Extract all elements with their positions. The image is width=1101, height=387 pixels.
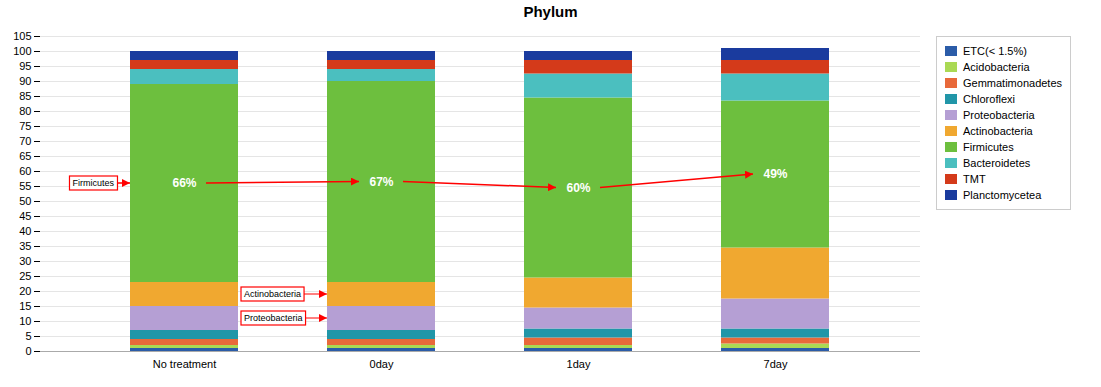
html-text:ETC(< 1.5%): ETC(< 1.5%): [963, 45, 1027, 57]
svg-text:No treatment: No treatment: [153, 358, 217, 370]
svg-text:Actinobacteria: Actinobacteria: [244, 289, 301, 299]
svg-text:55: 55: [19, 180, 31, 192]
svg-text:60: 60: [19, 165, 31, 177]
html-text:TMT: TMT: [963, 173, 986, 185]
svg-text:7day: 7day: [764, 358, 788, 370]
svg-text:1day: 1day: [567, 358, 591, 370]
svg-text:35: 35: [19, 240, 31, 252]
html-text:Bacteroidetes: Bacteroidetes: [963, 157, 1031, 169]
html-text:Chloroflexi: Chloroflexi: [963, 93, 1015, 105]
svg-text:45: 45: [19, 210, 31, 222]
html-text:Planctomycetea: Planctomycetea: [963, 189, 1042, 201]
svg-text:10: 10: [19, 315, 31, 327]
svg-text:0: 0: [25, 345, 31, 357]
svg-text:85: 85: [19, 90, 31, 102]
svg-text:40: 40: [19, 225, 31, 237]
svg-text:25: 25: [19, 270, 31, 282]
svg-text:50: 50: [19, 195, 31, 207]
html-text:Gemmatimonadetes: Gemmatimonadetes: [963, 77, 1062, 89]
svg-text:105: 105: [13, 30, 31, 42]
svg-text:100: 100: [13, 45, 31, 57]
svg-text:65: 65: [19, 150, 31, 162]
svg-text:5: 5: [25, 330, 31, 342]
svg-text:67%: 67%: [369, 175, 393, 189]
svg-text:66%: 66%: [172, 176, 196, 190]
html-text:Acidobacteria: Acidobacteria: [963, 61, 1030, 73]
svg-text:90: 90: [19, 75, 31, 87]
html-text:Phylum: Phylum: [523, 3, 578, 20]
svg-text:0day: 0day: [370, 358, 394, 370]
svg-text:Proteobacteria: Proteobacteria: [244, 313, 303, 323]
html-text:Actinobacteria: Actinobacteria: [963, 125, 1033, 137]
svg-text:30: 30: [19, 255, 31, 267]
svg-text:95: 95: [19, 60, 31, 72]
html-text:Firmicutes: Firmicutes: [963, 141, 1014, 153]
svg-text:15: 15: [19, 300, 31, 312]
svg-text:75: 75: [19, 120, 31, 132]
svg-text:49%: 49%: [763, 167, 787, 181]
html-text:Proteobacteria: Proteobacteria: [963, 109, 1035, 121]
svg-text:60%: 60%: [566, 181, 590, 195]
svg-text:70: 70: [19, 135, 31, 147]
svg-text:Firmicutes: Firmicutes: [72, 178, 114, 188]
svg-text:80: 80: [19, 105, 31, 117]
svg-text:20: 20: [19, 285, 31, 297]
